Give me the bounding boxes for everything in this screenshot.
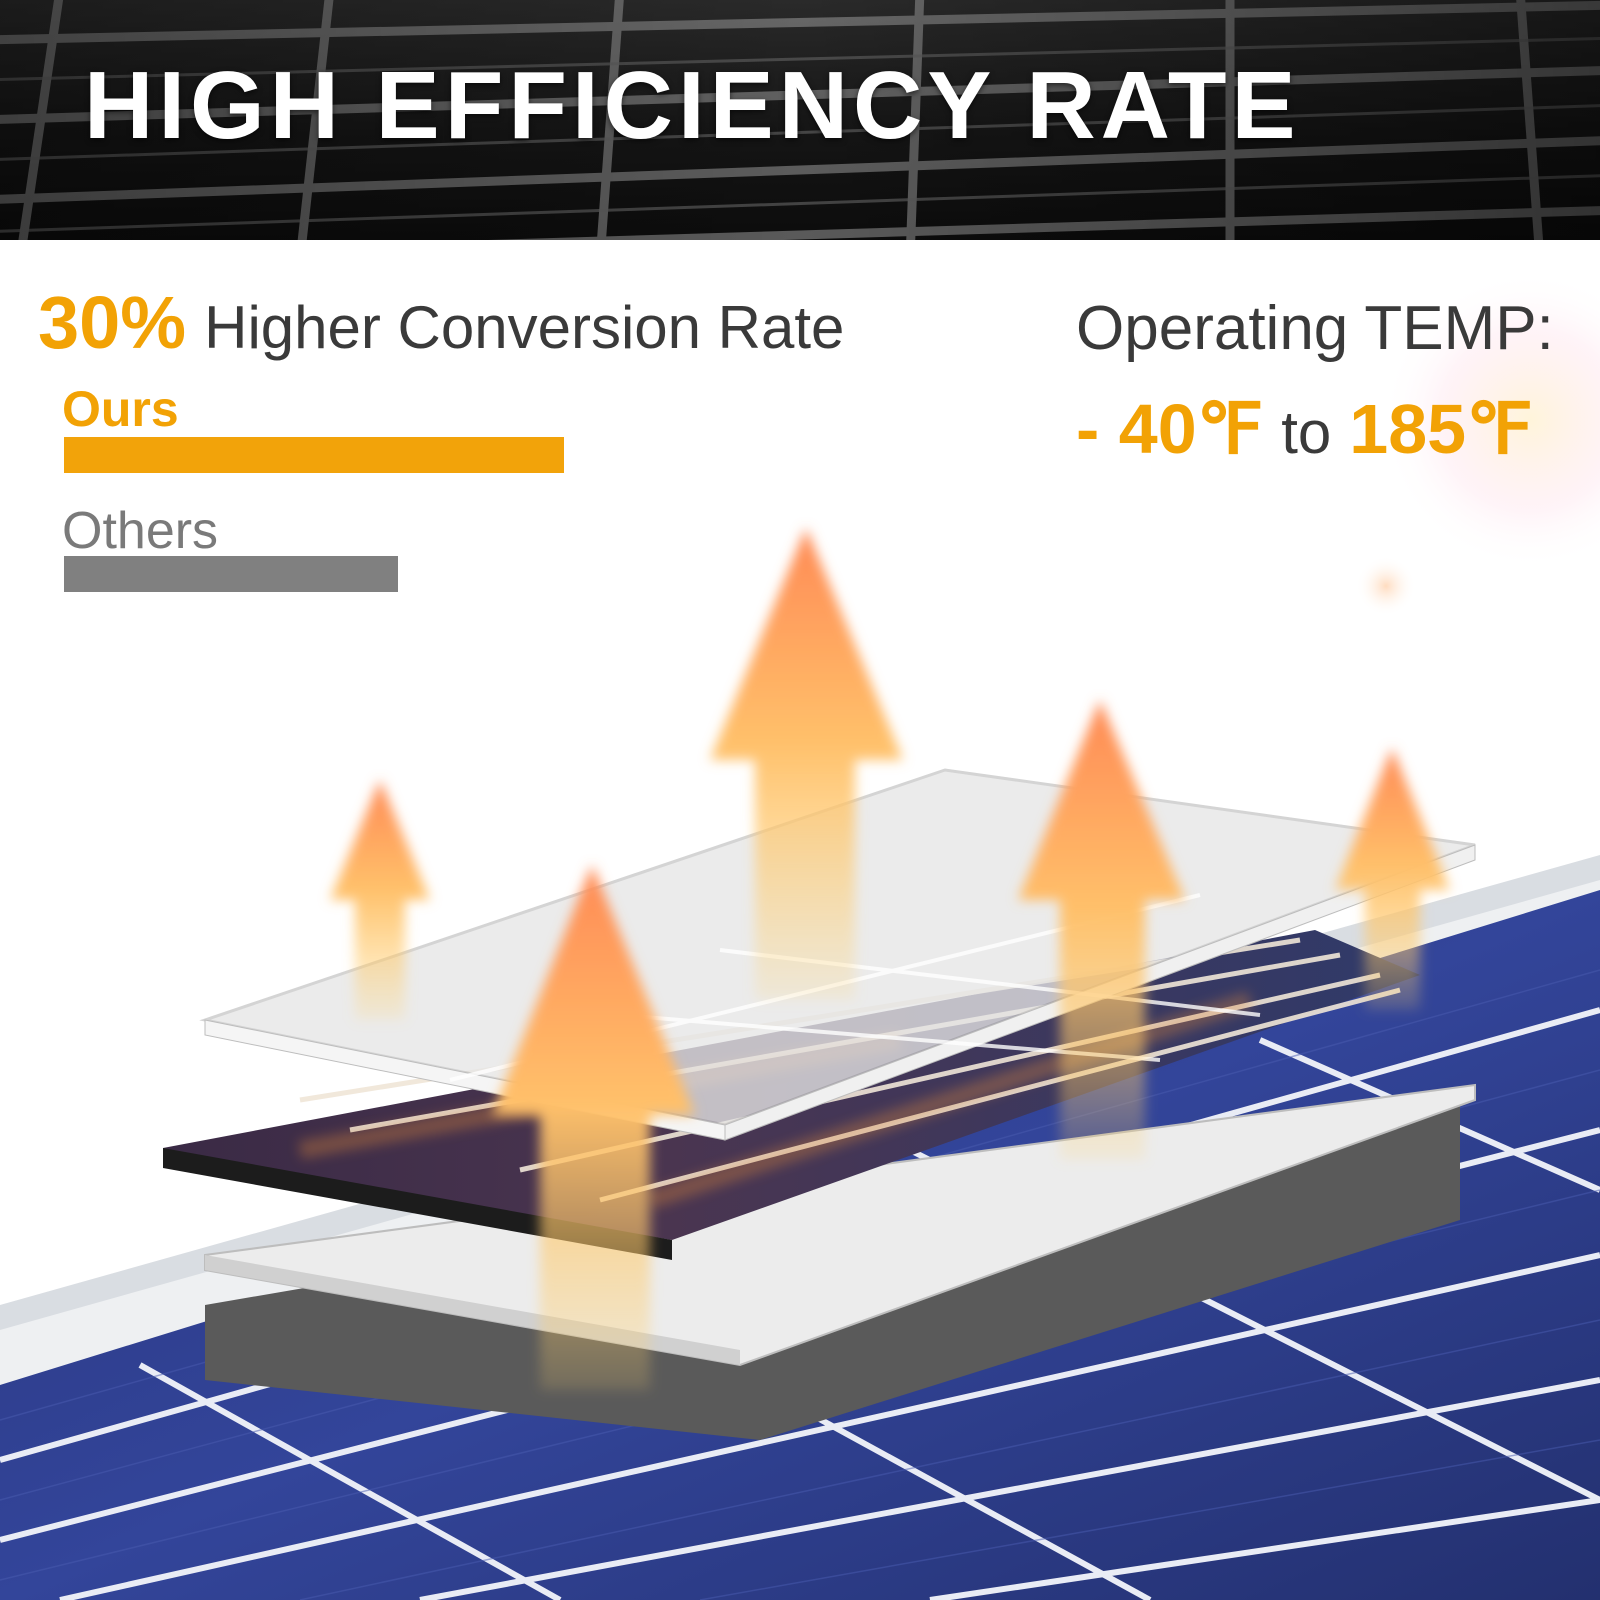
temp-low: - 40℉ (1076, 390, 1264, 468)
header-banner: HIGH EFFICIENCY RATE (0, 0, 1600, 240)
heat-arrow-2 (492, 865, 695, 1390)
conversion-percent: 30% (38, 281, 187, 364)
heat-arrow-5 (1335, 748, 1450, 1010)
temp-high: 185℉ (1349, 390, 1533, 468)
heat-arrows (330, 528, 1450, 1390)
ours-label: Ours (62, 381, 179, 437)
heat-arrow-3 (710, 528, 903, 1000)
others-bar (64, 556, 398, 592)
operating-temp-range: - 40℉ to 185℉ (1076, 394, 1533, 464)
heat-arrow-4 (1018, 700, 1185, 1160)
conversion-rate-headline: 30% Higher Conversion Rate (38, 286, 844, 360)
solar-grid-backdrop (0, 0, 1600, 240)
page-title: HIGH EFFICIENCY RATE (84, 52, 1301, 159)
conversion-label: Higher Conversion Rate (204, 294, 845, 361)
lens-flare (1380, 270, 1600, 570)
ours-bar (64, 437, 564, 473)
heat-arrow-1 (330, 780, 430, 1020)
lens-flare-dot (1356, 556, 1416, 616)
operating-temp-label: Operating TEMP: (1076, 294, 1554, 363)
others-label: Others (62, 502, 219, 560)
temp-connector: to (1281, 399, 1332, 466)
